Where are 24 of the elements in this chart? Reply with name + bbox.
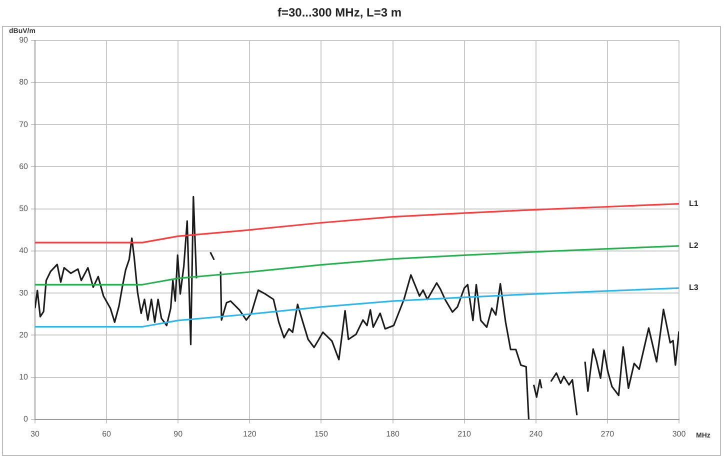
- x-tick-label: 120: [242, 429, 257, 438]
- x-tick-label: 90: [174, 429, 184, 438]
- x-tick-label: 150: [314, 429, 328, 438]
- y-tick-label: 60: [19, 162, 29, 171]
- y-tick-label: 80: [19, 78, 29, 87]
- x-tick-label: 180: [386, 429, 400, 438]
- series-label: L1: [689, 198, 699, 208]
- x-tick-label: 270: [600, 429, 615, 438]
- y-tick-label: 70: [19, 120, 29, 129]
- x-tick-label: 240: [529, 429, 544, 438]
- x-tick-label: 300: [672, 429, 686, 438]
- x-tick-label: 60: [102, 429, 112, 438]
- series-label: L3: [689, 283, 699, 292]
- chart-title: f=30...300 MHz, L=3 m: [277, 6, 402, 20]
- y-tick-label: 10: [19, 372, 29, 382]
- y-tick-label: 30: [19, 288, 29, 298]
- y-tick-label: 40: [19, 246, 29, 256]
- y-tick-label: 20: [19, 330, 29, 340]
- y-tick-label: 50: [19, 204, 29, 214]
- y-tick-label: 0: [24, 414, 29, 424]
- series-label: L2: [689, 241, 699, 250]
- x-tick-label: 30: [30, 429, 40, 438]
- y-tick-label: 90: [19, 36, 29, 45]
- x-tick-label: 210: [458, 429, 472, 438]
